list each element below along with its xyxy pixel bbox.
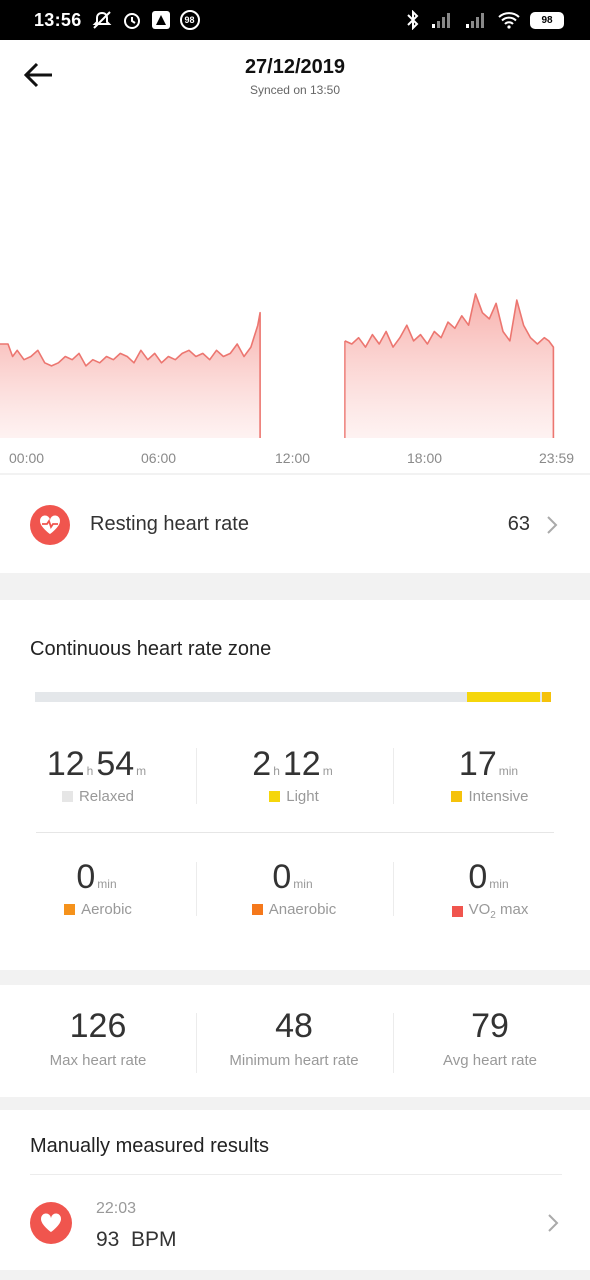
chevron-right-icon xyxy=(548,1214,559,1232)
relaxed-color-swatch xyxy=(61,791,73,802)
unit-label: min xyxy=(498,764,519,778)
heart-rate-chart[interactable] xyxy=(0,40,590,480)
intensive-color-swatch xyxy=(451,791,463,802)
divider xyxy=(393,862,394,916)
page-title: 27/12/2019 xyxy=(244,56,346,78)
signal-icon xyxy=(464,11,488,29)
zone-value: 0 xyxy=(468,858,488,896)
sync-status: Synced on 13:50 xyxy=(249,83,341,97)
divider xyxy=(196,862,197,916)
unit-label: m xyxy=(136,764,147,778)
heart-icon xyxy=(30,1202,72,1244)
aerobic-color-swatch xyxy=(64,904,76,915)
zone-title: Continuous heart rate zone xyxy=(30,638,272,660)
zone-label: Relaxed xyxy=(78,788,135,805)
zone-label: Intensive xyxy=(468,788,529,805)
unit-label: h xyxy=(273,764,280,778)
resting-heart-rate-value: 63 xyxy=(507,513,530,535)
unit-label: m xyxy=(322,764,333,778)
zone-anaerobic: 0 min Anaerobic xyxy=(196,858,392,918)
zone-value: 0 xyxy=(272,858,292,896)
x-axis-labels: 00:00 06:00 12:00 18:00 23:59 xyxy=(0,450,590,470)
vo2-color-swatch xyxy=(451,905,463,917)
divider xyxy=(196,1013,197,1073)
stat-label: Avg heart rate xyxy=(443,1052,537,1069)
stat-value: 79 xyxy=(471,1007,509,1045)
unit-label: h xyxy=(86,764,94,778)
chevron-right-icon xyxy=(547,516,558,534)
stat-label: Minimum heart rate xyxy=(229,1052,359,1069)
divider xyxy=(36,832,554,833)
avg-heart-rate: 79 Avg heart rate xyxy=(392,1007,588,1069)
x-tick-label: 00:00 xyxy=(9,450,45,466)
manual-results-card: Manually measured results 22:03 93 BPM xyxy=(0,1110,590,1270)
muted-bell-icon xyxy=(91,10,113,30)
zone-value: 54 xyxy=(96,745,135,783)
zone-bar-intensive xyxy=(542,692,551,702)
zone-label: Light xyxy=(286,788,319,805)
zone-label: Aerobic xyxy=(81,901,132,918)
unit-label: min xyxy=(489,877,509,891)
zone-bar-light xyxy=(467,692,540,702)
back-button[interactable] xyxy=(22,60,56,90)
zone-value: 12 xyxy=(282,745,321,783)
app-icon xyxy=(151,10,171,30)
measurement-time: 22:03 xyxy=(96,1200,137,1217)
manual-results-title: Manually measured results xyxy=(30,1135,269,1157)
heart-rate-icon xyxy=(30,505,70,545)
stat-value: 48 xyxy=(275,1007,313,1045)
min-heart-rate: 48 Minimum heart rate xyxy=(196,1007,392,1069)
x-tick-label: 06:00 xyxy=(141,450,177,466)
zone-value: 12 xyxy=(46,745,85,783)
heart-rate-area-1 xyxy=(0,312,261,438)
heart-rate-line-1 xyxy=(0,311,261,438)
heart-rate-area-2 xyxy=(344,293,554,438)
x-tick-label: 12:00 xyxy=(275,450,311,466)
zone-aerobic: 0 min Aerobic xyxy=(0,858,196,918)
max-heart-rate: 126 Max heart rate xyxy=(0,1007,196,1069)
x-tick-label: 23:59 xyxy=(539,450,575,466)
notification-count-badge: 98 xyxy=(179,10,200,30)
resting-heart-rate-label: Resting heart rate xyxy=(90,513,249,535)
heart-rate-line-2 xyxy=(344,293,555,438)
battery-icon: 98 xyxy=(530,11,564,29)
unit-label: min xyxy=(293,877,313,891)
divider xyxy=(30,1174,562,1175)
status-time: 13:56 xyxy=(34,9,82,30)
resting-heart-rate-row[interactable]: Resting heart rate 63 xyxy=(0,475,590,573)
status-bar: 13:56 98 98 xyxy=(0,0,590,40)
zone-value: 0 xyxy=(76,858,96,896)
x-tick-label: 18:00 xyxy=(407,450,443,466)
divider xyxy=(393,1013,394,1073)
zone-distribution-bar xyxy=(35,692,551,702)
zone-value: 17 xyxy=(458,745,497,783)
wifi-icon xyxy=(498,11,520,29)
zone-light: 2 h12 m Light xyxy=(196,745,392,805)
zone-relaxed: 12 h54 m Relaxed xyxy=(0,745,196,805)
light-color-swatch xyxy=(269,791,281,802)
heart-rate-stats-card: 126 Max heart rate 48 Minimum heart rate… xyxy=(0,985,590,1097)
zone-label: VO2 max xyxy=(468,901,529,921)
measurement-value: 93 BPM xyxy=(96,1228,177,1251)
back-arrow-icon xyxy=(23,62,52,88)
heart-rate-zone-card: Continuous heart rate zone 12 h54 m Relaxe… xyxy=(0,600,590,970)
stat-value: 126 xyxy=(69,1007,127,1045)
zone-vo2max: 0 min VO2 max xyxy=(392,858,588,921)
divider xyxy=(196,748,197,804)
bluetooth-icon xyxy=(406,10,420,30)
zone-value: 2 xyxy=(252,745,272,783)
signal-icon xyxy=(430,11,454,29)
zone-label: Anaerobic xyxy=(268,901,337,918)
stat-label: Max heart rate xyxy=(49,1052,147,1069)
zone-intensive: 17 min Intensive xyxy=(392,745,588,805)
anaerobic-color-swatch xyxy=(251,904,263,915)
divider xyxy=(393,748,394,804)
alarm-icon xyxy=(122,10,142,30)
unit-label: min xyxy=(97,877,117,891)
